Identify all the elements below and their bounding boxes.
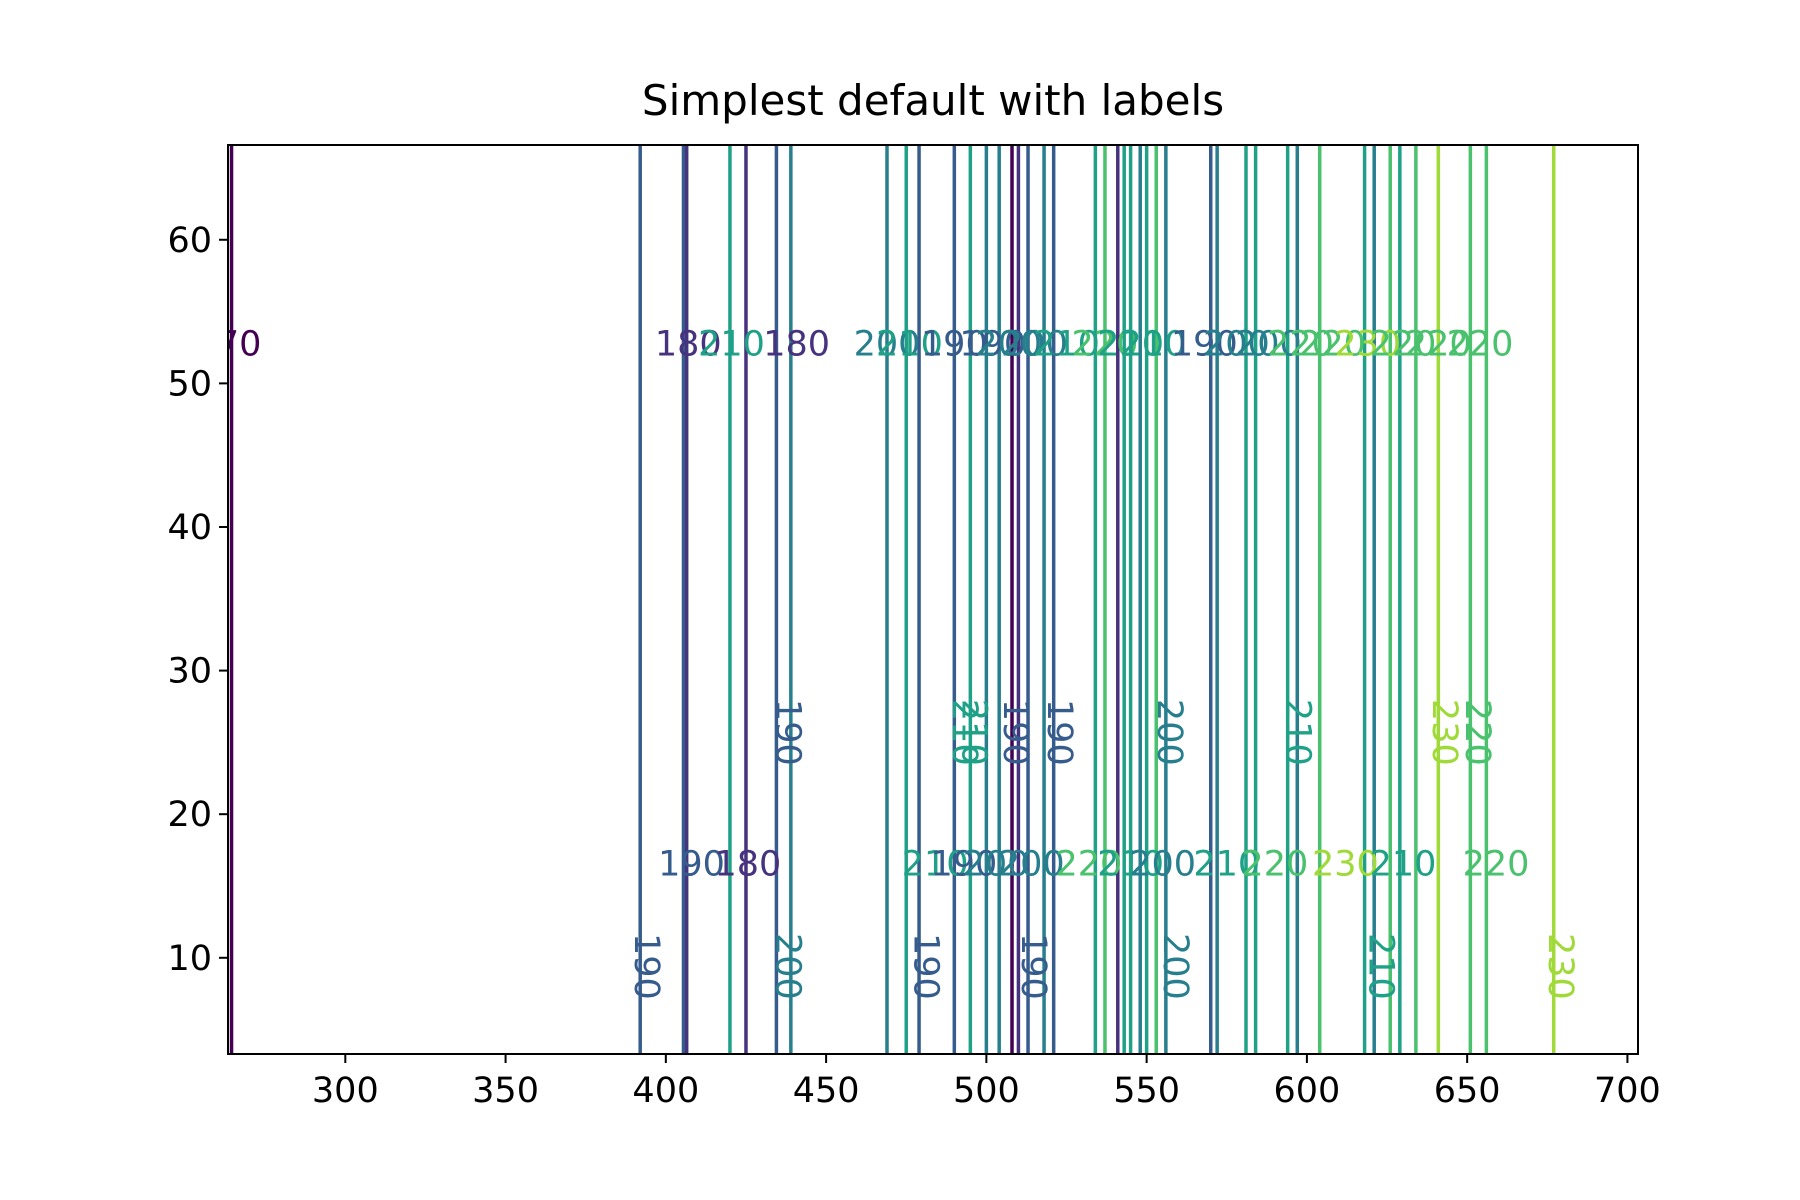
contour-label: 190 — [1039, 699, 1079, 766]
contour-label: 200 — [1129, 844, 1196, 884]
contour-label: 200 — [963, 844, 1030, 884]
contour-label: 230 — [1540, 933, 1580, 1000]
x-tick-label: 600 — [1273, 1071, 1340, 1111]
axes-frame — [227, 144, 1639, 1055]
contour-label: 200 — [975, 325, 1042, 365]
contour-label: 200 — [854, 325, 921, 365]
contour-label: 220 — [1463, 844, 1530, 884]
contour-label: 220 — [1370, 325, 1437, 365]
contour-label: 180 — [714, 844, 781, 884]
contour-label: 200 — [1155, 933, 1195, 1000]
contour-label: 210 — [954, 699, 994, 766]
x-tick-label: 700 — [1594, 1071, 1661, 1111]
x-tick-label: 550 — [1113, 1071, 1180, 1111]
contour-label: 210 — [902, 844, 969, 884]
contour-label: 180 — [763, 325, 830, 365]
y-tick-label: 50 — [167, 364, 212, 404]
contour-label: 200 — [768, 933, 808, 1000]
contour-label: 210 — [1370, 844, 1437, 884]
contour-label: 230 — [1334, 325, 1401, 365]
x-tick-label: 450 — [793, 1071, 860, 1111]
y-tick-label: 30 — [167, 652, 212, 692]
contour-label: 190 — [768, 699, 808, 766]
y-tick-label: 20 — [167, 795, 212, 835]
contour-label: 180 — [655, 325, 722, 365]
contour-label: 190 — [905, 933, 945, 1000]
contour-label: 220 — [1299, 325, 1366, 365]
x-tick-label: 500 — [953, 1071, 1020, 1111]
contour-label: 210 — [1120, 325, 1187, 365]
contour-label: 200 — [998, 844, 1065, 884]
contour-label: 200 — [1235, 325, 1302, 365]
y-tick-label: 40 — [167, 508, 212, 548]
contour-label: 210 — [944, 699, 984, 766]
x-tick-label: 400 — [632, 1071, 699, 1111]
contour-label: 210 — [876, 325, 943, 365]
contour-label: 210 — [1193, 844, 1260, 884]
contour-label: 190 — [931, 844, 998, 884]
contour-label: 230 — [1424, 699, 1464, 766]
x-tick-label: 300 — [312, 1071, 379, 1111]
contour-label: 220 — [1072, 325, 1139, 365]
contour-label: 220 — [1241, 844, 1308, 884]
contour-label: 210 — [1097, 325, 1164, 365]
contour-label: 210 — [1097, 844, 1164, 884]
contour-label: 200 — [1149, 699, 1189, 766]
contour-label: 210 — [1277, 699, 1317, 766]
contour-label: 190 — [658, 844, 725, 884]
contour-label: 220 — [1447, 325, 1514, 365]
contour-label: 210 — [1361, 933, 1401, 1000]
y-tick-label: 60 — [167, 221, 212, 261]
contour-label: 190 — [959, 325, 1026, 365]
contour-label: 170 — [195, 325, 262, 365]
contour-label: 190 — [1171, 325, 1238, 365]
contour-label: 220 — [1457, 699, 1497, 766]
contour-label: 210 — [1033, 325, 1100, 365]
y-tick-label: 10 — [167, 939, 212, 979]
x-tick-label: 650 — [1434, 1071, 1501, 1111]
contour-label: 190 — [995, 699, 1035, 766]
contour-label: 200 — [1203, 325, 1270, 365]
contour-label: 220 — [1267, 325, 1334, 365]
contour-label: 220 — [1056, 844, 1123, 884]
contour-label: 190 — [626, 933, 666, 1000]
contour-label: 190 — [921, 325, 988, 365]
contour-label: 230 — [1312, 844, 1379, 884]
contour-label: 210 — [698, 325, 765, 365]
contour-label: 200 — [1001, 325, 1068, 365]
chart-title: Simplest default with labels — [642, 76, 1224, 125]
contour-label: 220 — [1405, 325, 1472, 365]
contour-label: 190 — [1013, 933, 1053, 1000]
x-tick-label: 350 — [472, 1071, 539, 1111]
